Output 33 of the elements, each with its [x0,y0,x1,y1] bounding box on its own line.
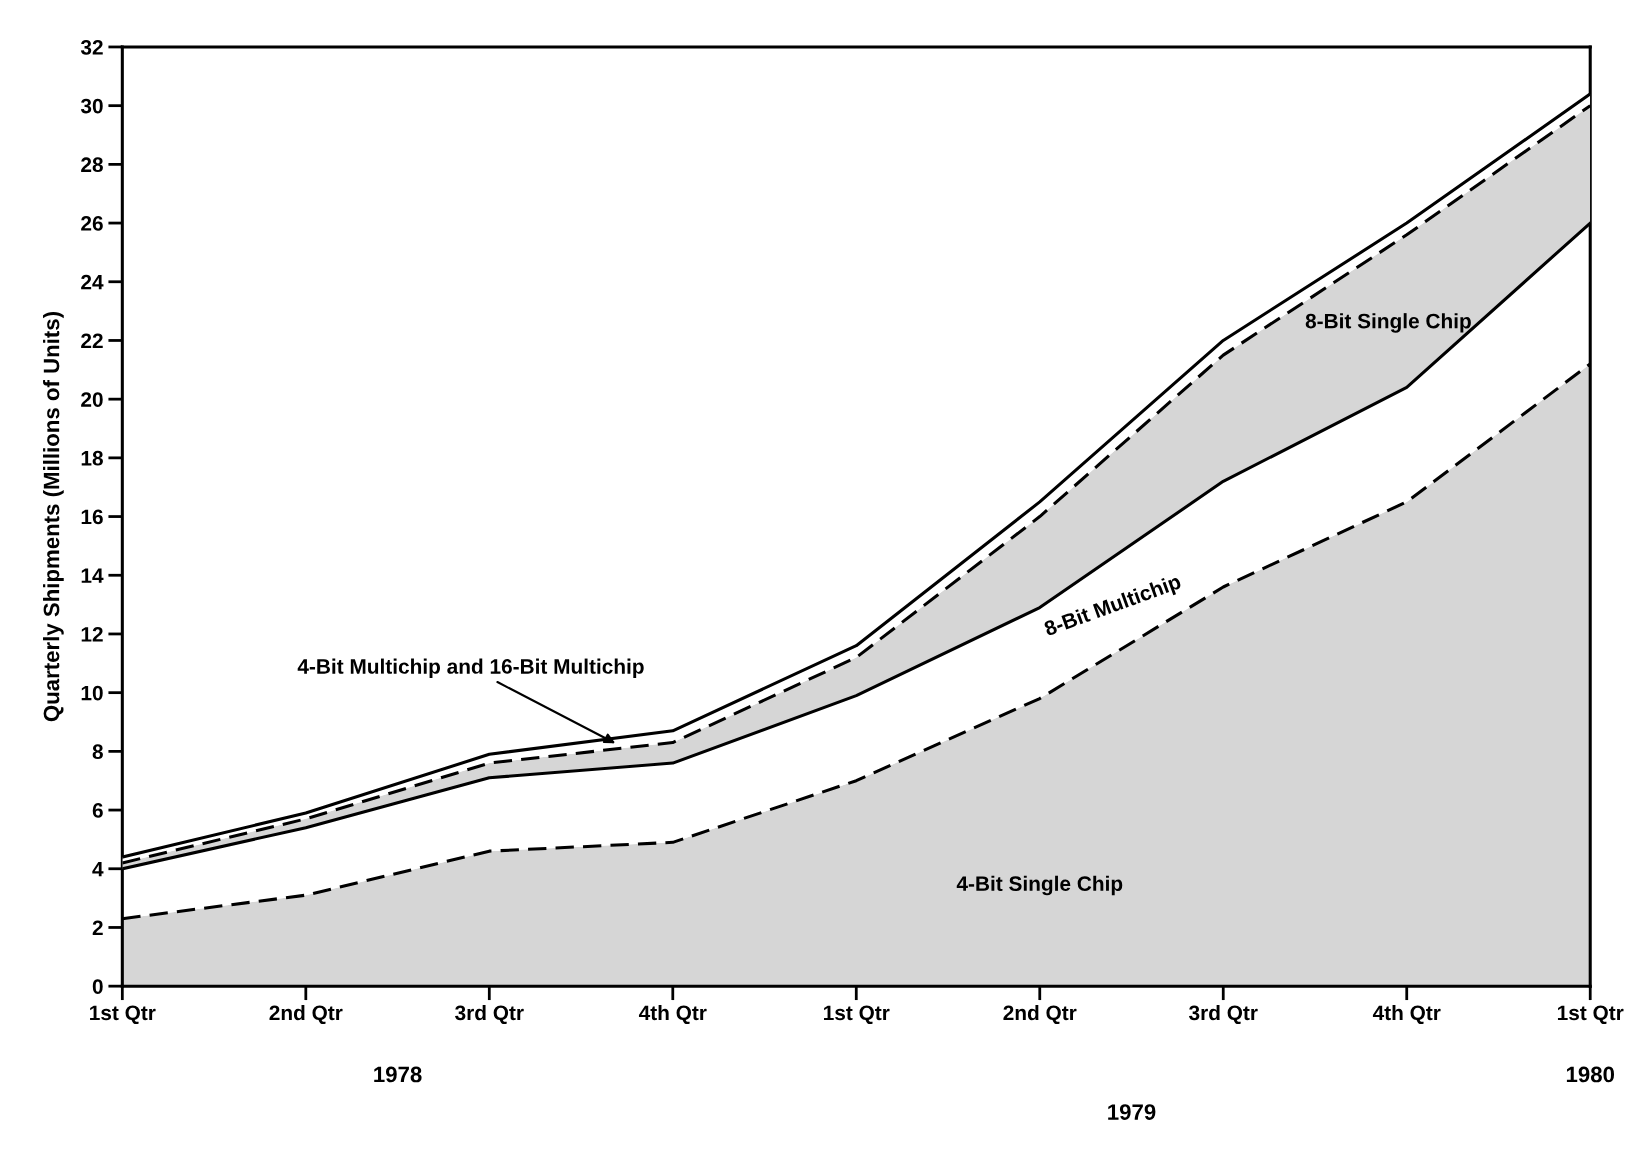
y-tick-label: 12 [81,626,103,642]
y-tick-label: 30 [80,98,103,114]
y-tick-label: 4 [92,861,104,877]
y-tick-label: 10 [81,685,103,701]
y-axis-title: Quarterly Shipments (Millions of Units) [43,312,64,722]
text: 1978 [374,1066,422,1083]
text: 1980 [1566,1066,1615,1083]
x-tick-label: 4th Qtr [638,1004,707,1025]
series-label: 4-Bit Single Chip [956,875,1123,896]
x-tick-label: 1st Qtr [824,1005,890,1025]
y-tick-label: 8 [92,744,103,760]
x-tick-label: 3rd Qtr [1189,1004,1258,1025]
y-tick-label: 32 [80,39,103,55]
x-tick-label: 2nd Qtr [269,1004,343,1025]
y-tick-label: 18 [81,450,103,466]
y-tick-label: 22 [81,333,103,349]
series-label: 8-Bit Single Chip [1305,313,1471,333]
x-tick-label: 4th Qtr [1372,1004,1441,1025]
y-tick-label: 26 [81,216,103,231]
x-tick-label: 2nd Qtr [1003,1004,1077,1025]
y-tick-label: 16 [81,509,103,525]
y-tick-label: 24 [81,274,104,290]
y-tick-label: 28 [81,157,103,173]
text: 1979 [1108,1104,1156,1120]
y-tick-label: 6 [92,803,103,818]
text: 4-Bit Multichip and 16-Bit Multichip [297,658,644,678]
y-tick-label: 14 [81,568,104,583]
x-tick-label: 1st Qtr [90,1005,156,1025]
y-tick-label: 0 [92,979,103,994]
x-tick-label: 3rd Qtr [455,1004,524,1025]
y-tick-label: 20 [81,392,103,407]
x-tick-label: 1st Qtr [1557,1005,1624,1025]
y-tick-label: 2 [92,920,103,936]
